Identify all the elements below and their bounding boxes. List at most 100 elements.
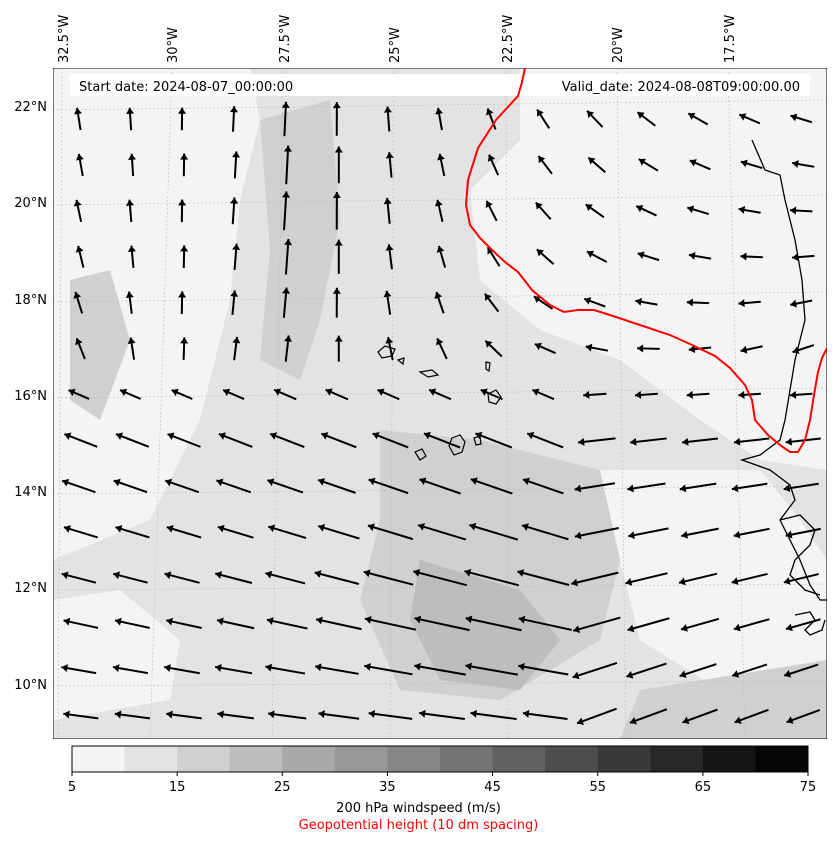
wind-arrow-head bbox=[783, 577, 791, 585]
wind-arrow-head bbox=[265, 570, 273, 579]
wind-arrow-head bbox=[436, 245, 445, 253]
wind-arrow-head bbox=[487, 247, 495, 255]
lon-label: 27.5°W bbox=[278, 15, 293, 63]
wind-arrow-head bbox=[470, 477, 478, 485]
wind-arrow-head bbox=[165, 478, 173, 487]
wind-arrow-head bbox=[740, 252, 747, 261]
wind-arrow-head bbox=[434, 291, 443, 299]
wind-arrow-head bbox=[790, 299, 797, 308]
wind-arrow-head bbox=[223, 388, 231, 397]
wind-arrow-head bbox=[167, 432, 175, 440]
wind-arrow-head bbox=[537, 109, 544, 117]
wind-arrows bbox=[61, 101, 821, 726]
colorbar-swatch bbox=[650, 746, 704, 772]
wind-arrow-head bbox=[533, 296, 542, 304]
islands bbox=[377, 345, 502, 461]
wind-arrow-head bbox=[470, 709, 478, 718]
wind-arrow-head bbox=[385, 337, 394, 344]
wind-arrow-head bbox=[572, 671, 580, 680]
geopotential-contour bbox=[464, 68, 827, 453]
wind-arrow bbox=[571, 571, 619, 585]
wind-arrow-head bbox=[636, 204, 644, 213]
wind-arrow-head bbox=[434, 199, 443, 207]
colorbar: 5 15 25 35 45 55 65 75 bbox=[68, 745, 816, 795]
wind-arrow-head bbox=[682, 716, 690, 725]
wind-arrow-head bbox=[332, 287, 341, 294]
lat-label: 16°N bbox=[14, 389, 47, 404]
wind-arrow-head bbox=[383, 290, 392, 298]
wind-arrow bbox=[574, 527, 619, 538]
wind-arrow-head bbox=[731, 577, 739, 586]
wind-arrow bbox=[364, 664, 413, 676]
wind-arrow-head bbox=[518, 615, 526, 624]
wind-arrow bbox=[216, 479, 252, 494]
lat-label: 20°N bbox=[14, 196, 47, 211]
wind-arrow bbox=[285, 145, 290, 185]
wind-arrow-head bbox=[334, 239, 343, 246]
wind-arrow-head bbox=[637, 251, 645, 259]
wind-arrow-head bbox=[114, 710, 122, 719]
wind-arrow-head bbox=[687, 205, 695, 214]
wind-arrow bbox=[521, 524, 569, 541]
wind-arrow-head bbox=[120, 388, 128, 397]
wind-arrow-head bbox=[534, 342, 542, 351]
wind-arrow-head bbox=[686, 390, 693, 399]
wind-arrow-head bbox=[588, 157, 596, 165]
wind-arrow-head bbox=[740, 159, 748, 168]
wind-arrow-head bbox=[73, 291, 82, 299]
wind-arrow-head bbox=[532, 388, 540, 396]
wind-arrow-head bbox=[518, 662, 525, 671]
wind-arrow-head bbox=[332, 102, 341, 109]
wind-arrow-head bbox=[63, 710, 70, 719]
wind-arrow bbox=[414, 617, 470, 632]
wind-arrow bbox=[731, 663, 768, 677]
colorbar-tick-label: 25 bbox=[274, 780, 291, 795]
wind-arrow-head bbox=[527, 431, 535, 440]
colorbar-swatch bbox=[177, 746, 231, 772]
colorbar-swatch bbox=[387, 746, 441, 772]
wind-arrow-head bbox=[436, 338, 444, 346]
wind-arrow-head bbox=[627, 484, 634, 493]
wind-arrow bbox=[522, 478, 564, 495]
wind-arrow-head bbox=[180, 337, 189, 344]
wind-arrow-head bbox=[318, 478, 326, 486]
wind-arrow-head bbox=[364, 663, 371, 671]
wind-arrow-head bbox=[166, 710, 173, 719]
wind-arrow bbox=[731, 572, 768, 584]
wind-arrow-head bbox=[75, 153, 84, 161]
wind-arrow-head bbox=[630, 437, 637, 446]
wind-arrow-head bbox=[629, 717, 637, 725]
colorbar-sublabel: Geopotential height (10 dm spacing) bbox=[298, 818, 539, 833]
wind-arrow bbox=[265, 572, 306, 585]
wind-arrow bbox=[576, 707, 617, 725]
colorbar-swatch bbox=[755, 746, 809, 772]
wind-arrow-head bbox=[679, 484, 687, 493]
wind-arrow-head bbox=[585, 204, 593, 212]
wind-arrow-head bbox=[61, 571, 69, 580]
lon-label: 30°W bbox=[166, 27, 181, 63]
colorbar-tick-label: 55 bbox=[589, 780, 606, 795]
wind-arrow bbox=[733, 618, 770, 631]
colorbar-swatch bbox=[229, 746, 283, 772]
wind-arrow-head bbox=[218, 432, 226, 440]
wind-arrow-head bbox=[485, 200, 493, 208]
wind-arrow-head bbox=[178, 291, 187, 298]
wind-arrow-head bbox=[437, 153, 445, 161]
wind-arrow-head bbox=[232, 243, 241, 251]
wind-arrow-head bbox=[216, 617, 224, 626]
wind-arrow-head bbox=[786, 716, 794, 724]
wind-arrow-head bbox=[217, 710, 224, 719]
wind-arrow-head bbox=[314, 570, 322, 578]
wind-arrow-head bbox=[638, 158, 647, 166]
colorbar-frame bbox=[71, 745, 809, 773]
wind-arrow-head bbox=[522, 477, 530, 486]
start-date: Start date: 2024-08-07_00:00:00 bbox=[79, 80, 293, 95]
wind-arrow-head bbox=[274, 388, 282, 396]
wind-arrow-head bbox=[113, 478, 121, 487]
wind-arrow-head bbox=[465, 662, 473, 671]
wind-arrow-head bbox=[334, 146, 343, 153]
lon-label: 22.5°W bbox=[501, 15, 516, 63]
wind-arrow-head bbox=[419, 477, 427, 486]
wind-arrow bbox=[680, 617, 720, 631]
wind-arrow bbox=[423, 432, 461, 449]
